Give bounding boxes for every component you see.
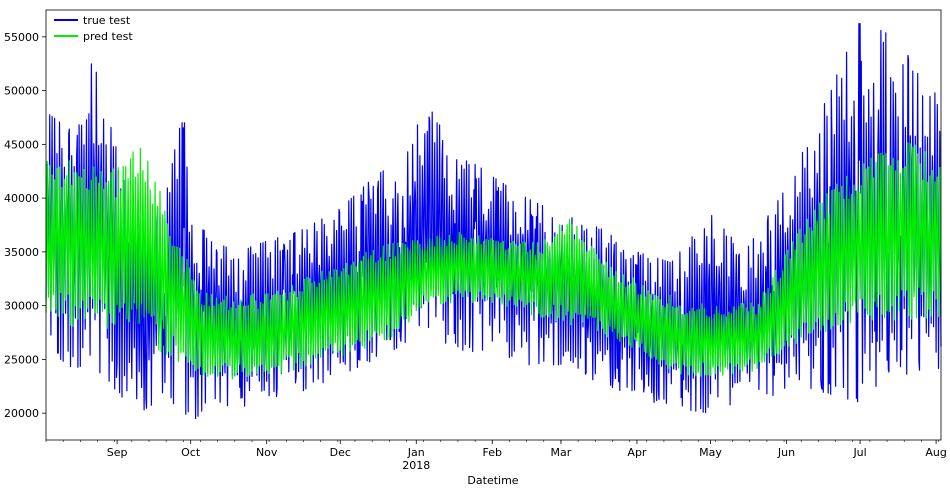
x-tick-label: Oct [181,446,201,459]
legend-label: true test [83,14,131,27]
legend-label: pred test [83,30,133,43]
x-tick-label: Aug [925,446,946,459]
y-tick-label: 25000 [4,353,39,366]
x-tick-label: Jun [777,446,795,459]
x-tick-label: Mar [551,446,572,459]
y-tick-label: 55000 [4,31,39,44]
x-tick-label: Dec [330,446,351,459]
x-tick-sublabel: 2018 [402,459,430,472]
plot-frame [45,9,942,441]
y-axis: 20000 25000 30000 35000 40000 45000 50000 55000 [4,31,46,420]
x-tick-label: Jan [407,446,425,459]
y-tick-label: 40000 [4,192,39,205]
x-tick-label: Sep [107,446,128,459]
x-tick-label: Apr [627,446,647,459]
y-tick-label: 50000 [4,85,39,98]
y-tick-label: 45000 [4,138,39,151]
x-tick-label: Feb [483,446,502,459]
y-tick-label: 30000 [4,300,39,313]
y-tick-label: 20000 [4,407,39,420]
x-tick-label: Nov [256,446,278,459]
x-tick-label: May [699,446,722,459]
series-layer [45,23,942,420]
y-tick-label: 35000 [4,246,39,259]
x-tick-label: Jul [852,446,866,459]
legend: true test pred test [54,14,133,43]
series-line-pred-test [45,142,942,380]
x-axis-title: Datetime [467,474,518,487]
